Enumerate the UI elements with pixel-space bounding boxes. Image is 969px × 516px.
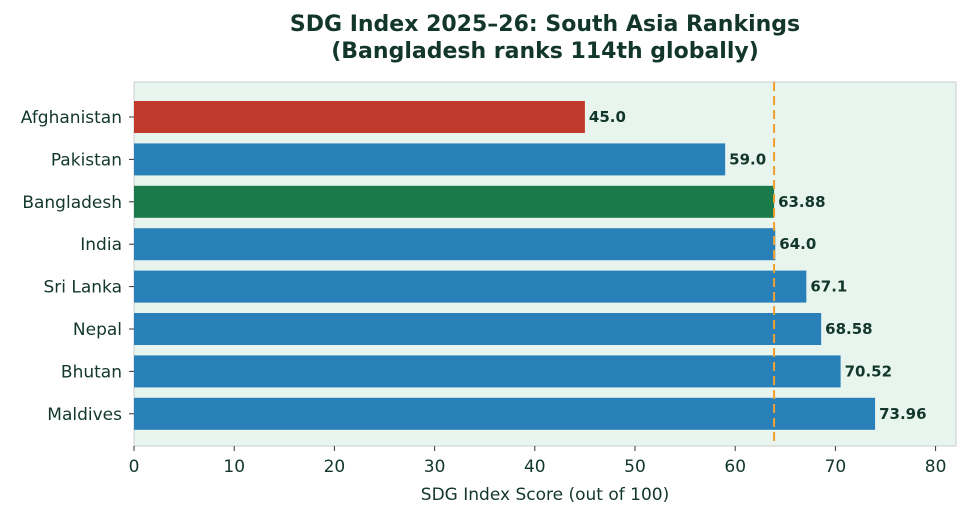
value-label: 63.88 xyxy=(778,193,825,211)
category-label: Bangladesh xyxy=(22,193,122,213)
chart-title-line-2: (Bangladesh ranks 114th globally) xyxy=(331,39,759,64)
value-label: 73.96 xyxy=(879,405,926,423)
value-label: 45.0 xyxy=(589,108,626,126)
x-tick-label: 10 xyxy=(223,457,245,477)
value-label: 68.58 xyxy=(825,320,872,338)
category-label: Sri Lanka xyxy=(43,278,122,298)
category-label: Pakistan xyxy=(51,150,122,170)
chart-title-line-1: SDG Index 2025–26: South Asia Rankings xyxy=(290,12,800,37)
value-label: 64.0 xyxy=(779,235,816,253)
bar-bangladesh xyxy=(134,185,775,218)
category-label: Maldives xyxy=(47,405,122,425)
category-label: Bhutan xyxy=(61,362,122,382)
value-label: 59.0 xyxy=(729,150,766,168)
x-tick-label: 70 xyxy=(825,457,847,477)
x-axis-label: SDG Index Score (out of 100) xyxy=(421,485,669,505)
value-label: 70.52 xyxy=(845,362,892,380)
x-tick-label: 0 xyxy=(129,457,140,477)
category-label: Afghanistan xyxy=(21,108,122,128)
bar-sri-lanka xyxy=(134,270,807,303)
bar-nepal xyxy=(134,313,822,345)
bar-pakistan xyxy=(134,143,726,176)
bar-afghanistan xyxy=(134,101,585,133)
x-tick-label: 80 xyxy=(925,457,947,477)
value-label: 67.1 xyxy=(810,278,847,296)
bar-bhutan xyxy=(134,355,841,388)
x-tick-label: 30 xyxy=(424,457,446,477)
plot-area xyxy=(133,81,957,447)
x-tick-label: 50 xyxy=(624,457,646,477)
x-tick-label: 20 xyxy=(324,457,346,477)
bar-india xyxy=(134,228,776,261)
x-tick-label: 40 xyxy=(524,457,546,477)
bar-maldives xyxy=(134,397,876,430)
category-label: India xyxy=(80,235,122,255)
x-tick-label: 60 xyxy=(724,457,746,477)
category-label: Nepal xyxy=(73,320,122,340)
